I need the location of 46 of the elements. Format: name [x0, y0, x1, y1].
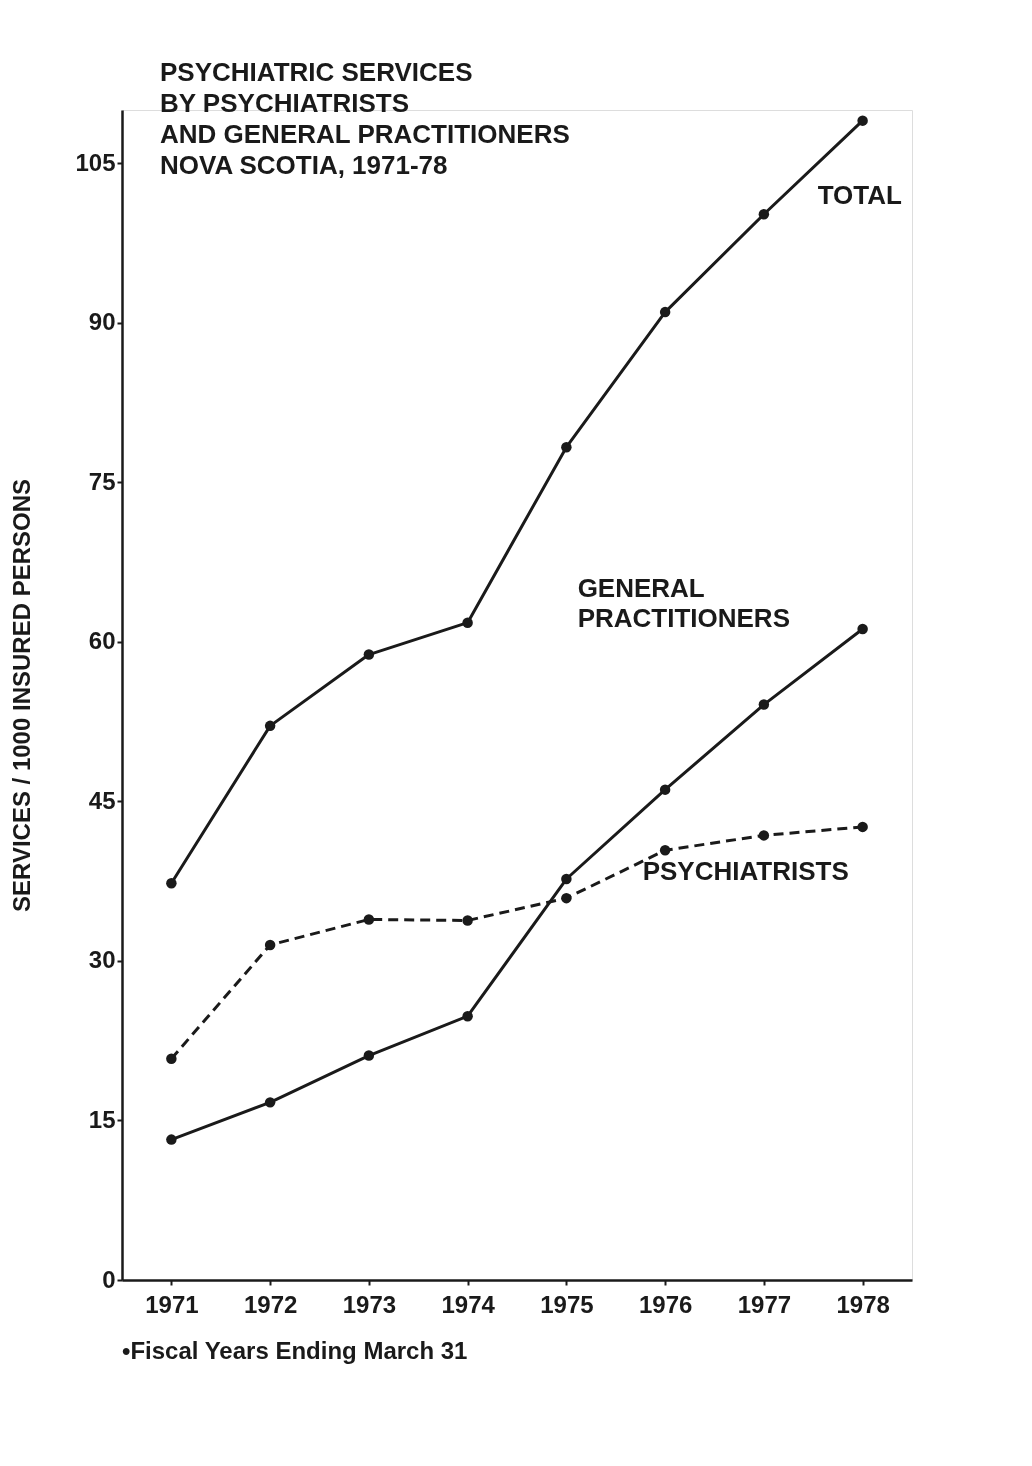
- point: [561, 441, 572, 453]
- point: [264, 1097, 276, 1108]
- x-tick-label: 1975: [540, 1290, 594, 1318]
- point: [857, 115, 868, 126]
- point: [166, 878, 177, 889]
- y-tick-label: 105: [75, 148, 116, 176]
- chart-title: PSYCHIATRIC SERVICES BY PSYCHIATRISTS AND GENERAL PRACTITIONERS NOVA SCOTIA, 1971-78: [160, 57, 570, 180]
- point: [363, 1050, 375, 1061]
- series-label: TOTAL: [817, 179, 902, 210]
- point: [166, 1053, 177, 1064]
- x-tick-label: 1971: [145, 1290, 199, 1318]
- y-tick-label: 0: [102, 1265, 116, 1293]
- text: •Fiscal Years Ending March 31: [122, 1337, 468, 1364]
- y-tick-label: 30: [88, 946, 116, 974]
- x-tick-label: 1973: [342, 1290, 397, 1318]
- point: [462, 915, 473, 926]
- point: [264, 939, 276, 951]
- point: [166, 1134, 177, 1145]
- point: [758, 699, 770, 710]
- point: [659, 784, 671, 795]
- point: [561, 892, 572, 904]
- point: [758, 209, 770, 220]
- point: [363, 914, 375, 925]
- y-tick-label: 15: [88, 1105, 116, 1133]
- series-label: PSYCHIATRISTS: [642, 855, 849, 886]
- point: [659, 845, 671, 856]
- point: [857, 623, 868, 635]
- x-tick-label: 1972: [243, 1290, 298, 1318]
- y-tick-label: 60: [88, 627, 116, 655]
- point: [758, 830, 770, 841]
- x-tick-label: 1976: [638, 1290, 693, 1318]
- point: [462, 1010, 473, 1022]
- point: [659, 306, 671, 318]
- point: [264, 720, 276, 732]
- point: [363, 649, 375, 660]
- y-tick-label: 75: [88, 467, 116, 495]
- y-axis-title: SERVICES / 1000 INSURED PERSONS: [8, 478, 36, 913]
- point: [561, 873, 572, 885]
- y-tick-label: 90: [88, 308, 116, 336]
- x-tick-label: 1978: [836, 1290, 890, 1318]
- x-tick-label: 1974: [441, 1290, 496, 1318]
- y-tick-label: 45: [88, 786, 116, 814]
- point: [462, 617, 473, 628]
- point: [857, 821, 868, 833]
- series-label: GENERAL PRACTITIONERS: [577, 573, 790, 634]
- x-tick-label: 1977: [737, 1290, 792, 1318]
